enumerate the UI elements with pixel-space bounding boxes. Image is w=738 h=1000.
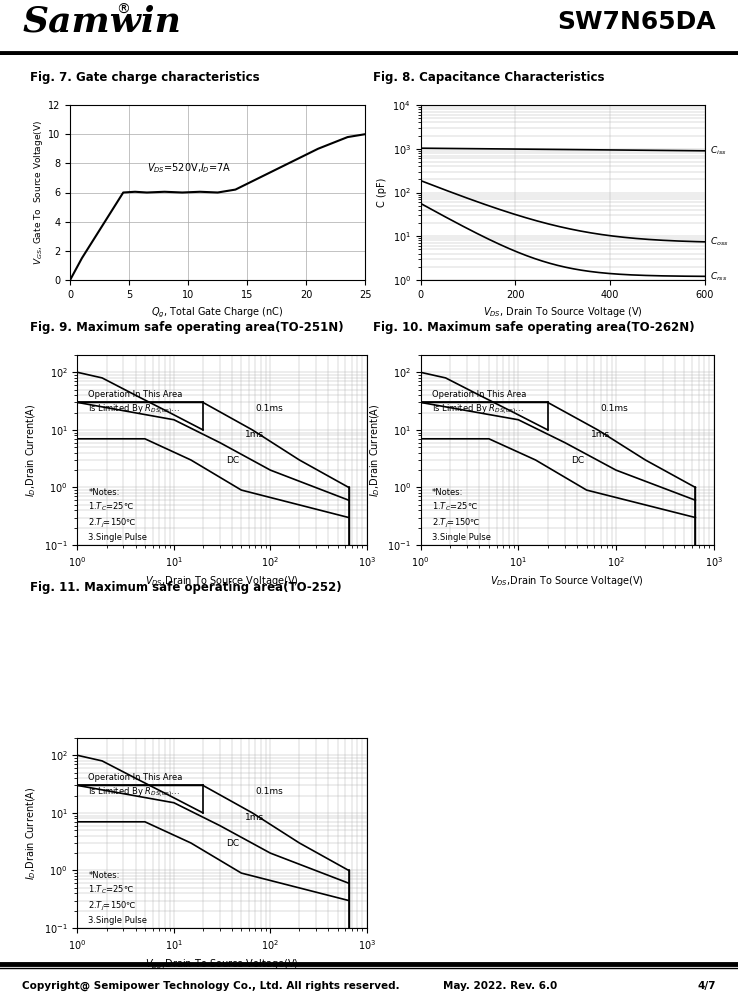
Text: Operation In This Area
Is Limited By $R_{DS(on)}$...: Operation In This Area Is Limited By $R_… (89, 390, 183, 416)
Text: *Notes:
1.$T_C$=25℃
2.$T_j$=150℃
3.Single Pulse: *Notes: 1.$T_C$=25℃ 2.$T_j$=150℃ 3.Singl… (89, 488, 148, 542)
Y-axis label: $I_D$,Drain Current(A): $I_D$,Drain Current(A) (25, 403, 38, 497)
Y-axis label: $V_{GS}$, Gate To  Source Voltage(V): $V_{GS}$, Gate To Source Voltage(V) (32, 120, 45, 265)
X-axis label: $V_{DS}$, Drain To Source Voltage (V): $V_{DS}$, Drain To Source Voltage (V) (483, 305, 643, 319)
Text: *Notes:
1.$T_C$=25℃
2.$T_j$=150℃
3.Single Pulse: *Notes: 1.$T_C$=25℃ 2.$T_j$=150℃ 3.Singl… (89, 871, 148, 925)
Y-axis label: C (pF): C (pF) (377, 178, 387, 207)
Text: $C_{oss}$: $C_{oss}$ (709, 236, 728, 248)
Text: Operation In This Area
Is Limited By $R_{DS(on)}$...: Operation In This Area Is Limited By $R_… (432, 390, 526, 416)
Text: 0.1ms: 0.1ms (255, 404, 283, 413)
Text: 4/7: 4/7 (697, 981, 716, 991)
Text: Fig. 7. Gate charge characteristics: Fig. 7. Gate charge characteristics (30, 72, 259, 85)
Text: DC: DC (227, 456, 240, 465)
Text: $C_{rss}$: $C_{rss}$ (709, 270, 727, 283)
Text: 0.1ms: 0.1ms (601, 404, 629, 413)
Text: $V_{DS}$=520V,$I_D$=7A: $V_{DS}$=520V,$I_D$=7A (147, 161, 232, 175)
X-axis label: $V_{DS}$,Drain To Source Voltage(V): $V_{DS}$,Drain To Source Voltage(V) (145, 574, 299, 588)
Text: Fig. 10. Maximum safe operating area(TO-262N): Fig. 10. Maximum safe operating area(TO-… (373, 322, 694, 334)
Y-axis label: $I_D$,Drain Current(A): $I_D$,Drain Current(A) (368, 403, 382, 497)
Text: Fig. 9. Maximum safe operating area(TO-251N): Fig. 9. Maximum safe operating area(TO-2… (30, 322, 343, 334)
Text: 1ms: 1ms (245, 813, 264, 822)
Text: Samwin: Samwin (22, 5, 181, 39)
Text: DC: DC (227, 839, 240, 848)
Text: ®: ® (117, 3, 131, 17)
Y-axis label: $I_D$,Drain Current(A): $I_D$,Drain Current(A) (25, 786, 38, 880)
Text: Fig. 11. Maximum safe operating area(TO-252): Fig. 11. Maximum safe operating area(TO-… (30, 582, 341, 594)
Text: SW7N65DA: SW7N65DA (557, 10, 716, 34)
Text: May. 2022. Rev. 6.0: May. 2022. Rev. 6.0 (443, 981, 557, 991)
Text: Operation In This Area
Is Limited By $R_{DS(on)}$...: Operation In This Area Is Limited By $R_… (89, 773, 183, 799)
X-axis label: $V_{DS}$,Drain To Source Voltage(V): $V_{DS}$,Drain To Source Voltage(V) (145, 957, 299, 971)
Text: 1ms: 1ms (590, 430, 610, 439)
Text: *Notes:
1.$T_C$=25℃
2.$T_j$=150℃
3.Single Pulse: *Notes: 1.$T_C$=25℃ 2.$T_j$=150℃ 3.Singl… (432, 488, 491, 542)
Text: $C_{iss}$: $C_{iss}$ (709, 145, 726, 157)
Text: Copyright@ Semipower Technology Co., Ltd. All rights reserved.: Copyright@ Semipower Technology Co., Ltd… (22, 980, 400, 991)
Text: DC: DC (571, 456, 584, 465)
X-axis label: $Q_g$, Total Gate Charge (nC): $Q_g$, Total Gate Charge (nC) (151, 305, 284, 320)
Text: 0.1ms: 0.1ms (255, 787, 283, 796)
X-axis label: $V_{DS}$,Drain To Source Voltage(V): $V_{DS}$,Drain To Source Voltage(V) (490, 574, 644, 588)
Text: 1ms: 1ms (245, 430, 264, 439)
Text: Fig. 8. Capacitance Characteristics: Fig. 8. Capacitance Characteristics (373, 72, 604, 85)
